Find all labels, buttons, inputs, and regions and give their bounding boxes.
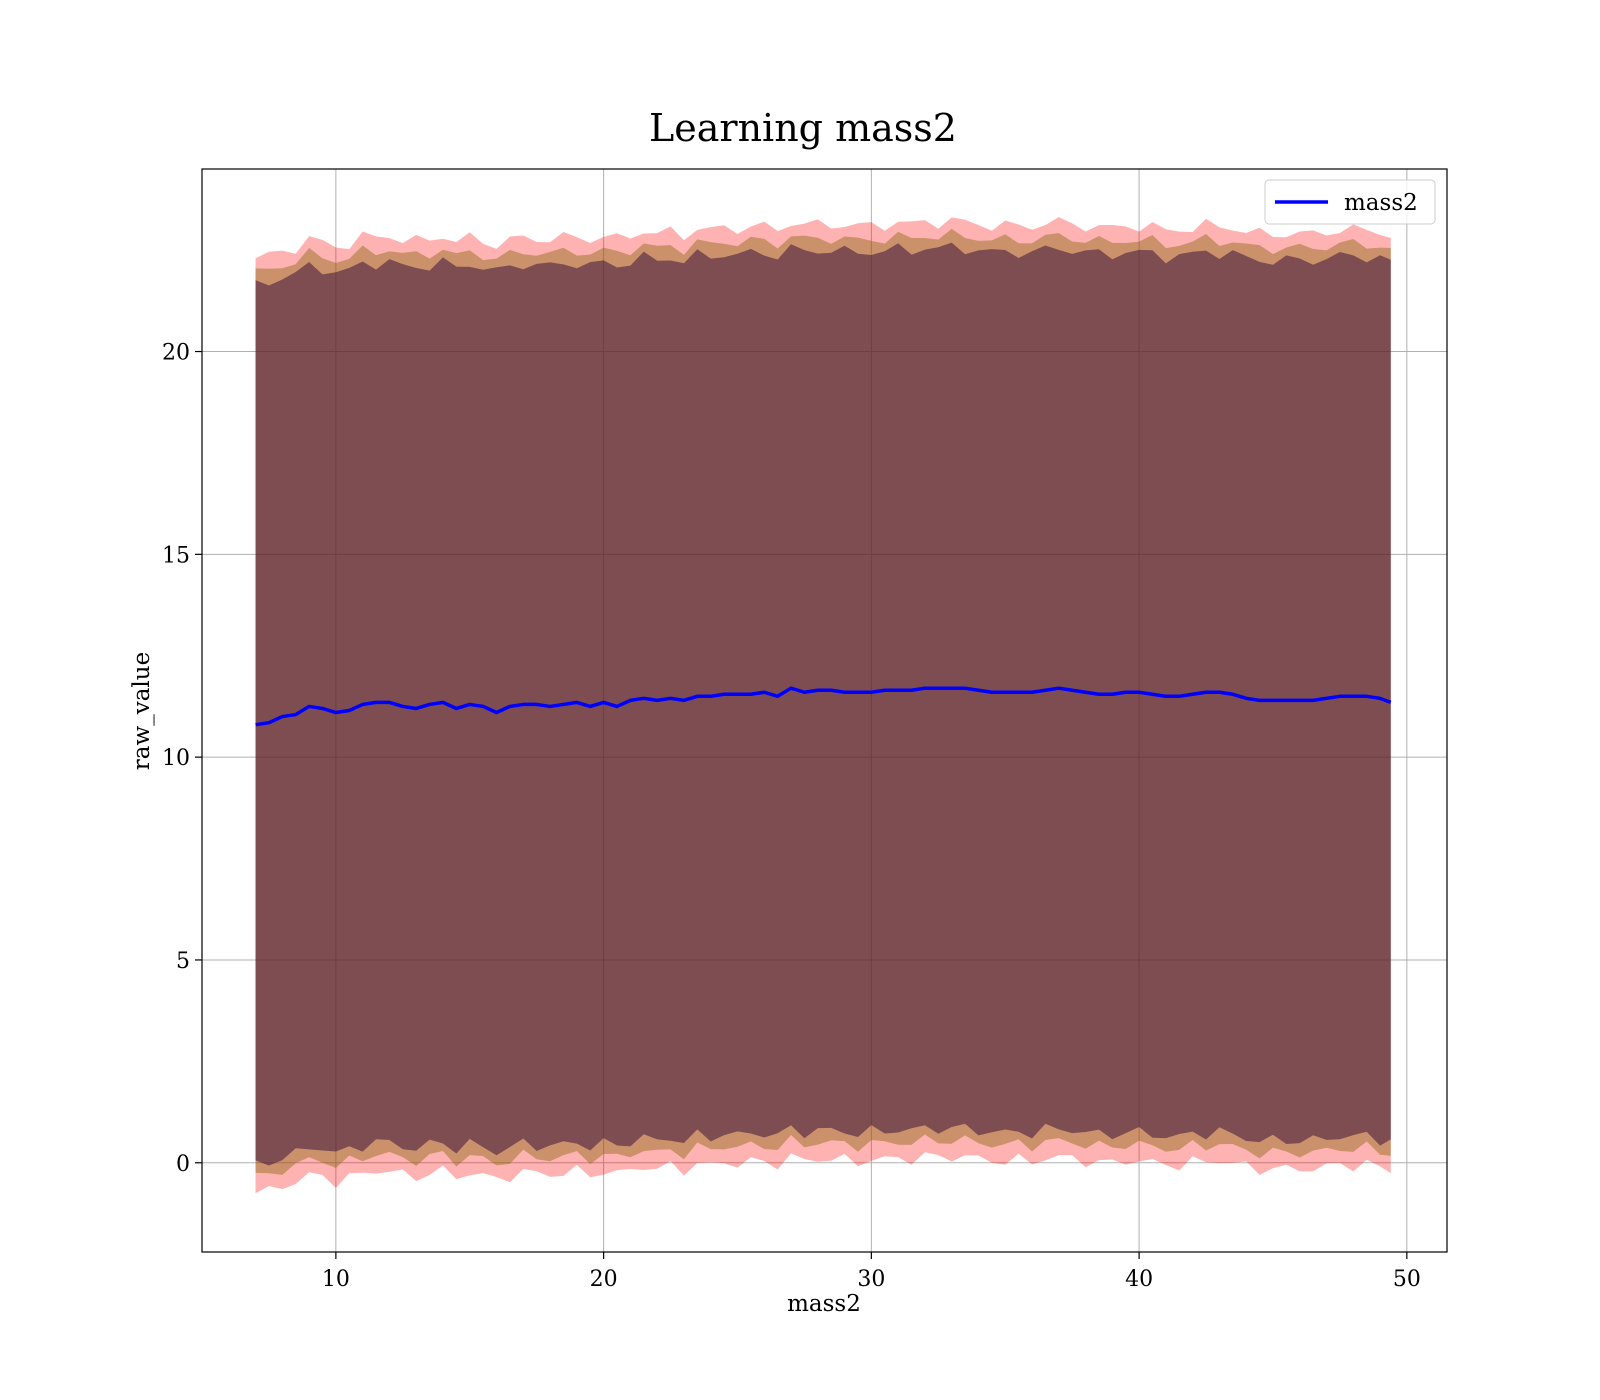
x-tick-label: 10 (322, 1267, 350, 1292)
y-tick-label: 5 (176, 949, 190, 974)
confidence-bands (255, 217, 1391, 1194)
legend: mass2 (1264, 179, 1436, 225)
y-tick-label: 0 (176, 1152, 190, 1177)
y-tick-label: 15 (162, 543, 190, 568)
chart-title: Learning mass2 (649, 106, 957, 150)
y-tick-label: 20 (162, 341, 190, 366)
x-axis-ticks: 10 20 30 40 50 (322, 1252, 1421, 1292)
x-axis-label: mass2 (787, 1291, 861, 1317)
plot-area-frame (201, 168, 1448, 1253)
legend-box (1264, 179, 1436, 225)
x-tick-label: 20 (590, 1267, 618, 1292)
y-axis-label: raw_value (129, 652, 155, 770)
x-tick-label: 50 (1393, 1267, 1421, 1292)
x-tick-label: 30 (857, 1267, 885, 1292)
legend-label: mass2 (1344, 190, 1418, 216)
y-tick-label: 10 (162, 746, 190, 771)
y-axis-ticks: 0 5 10 15 20 (162, 341, 202, 1177)
x-tick-label: 40 (1125, 1267, 1153, 1292)
series-group (255, 686, 1392, 727)
series-line-mass2 (255, 686, 1392, 727)
band-inner (255, 242, 1391, 1166)
